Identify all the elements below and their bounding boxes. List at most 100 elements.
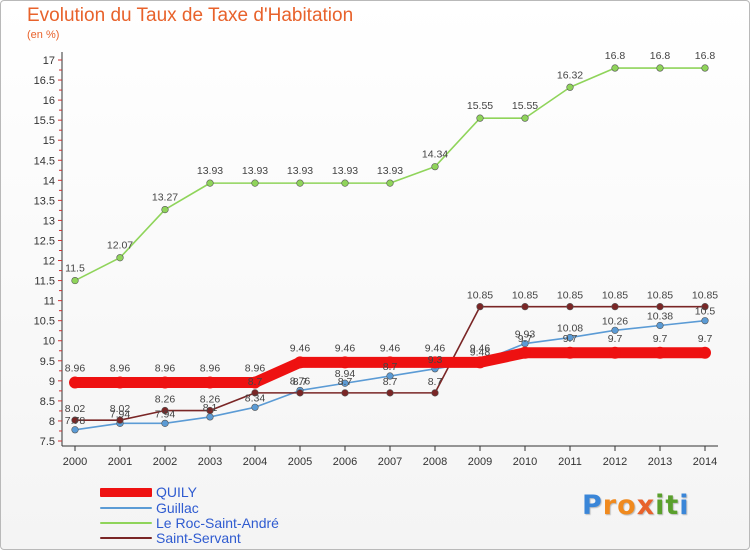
data-label-quily: 9.46 xyxy=(425,342,446,354)
data-label-saint-servant: 8.7 xyxy=(248,376,263,388)
data-point-le-roc-saint-andre xyxy=(521,114,529,122)
data-label-saint-servant: 10.85 xyxy=(512,290,538,302)
data-label-guillac: 10.08 xyxy=(557,323,583,335)
y-tick-label: 15.5 xyxy=(34,115,55,127)
x-tick-label: 2012 xyxy=(603,456,627,468)
data-label-quily: 8.96 xyxy=(110,362,131,374)
chart-subtitle: (en %) xyxy=(27,29,60,41)
data-point-quily xyxy=(114,376,126,389)
y-tick-label: 10.5 xyxy=(34,316,55,328)
data-label-guillac: 8.7 xyxy=(383,361,398,373)
data-label-le-roc-saint-andre: 16.8 xyxy=(605,50,626,62)
data-label-saint-servant: 8.7 xyxy=(338,376,353,388)
data-point-saint-servant xyxy=(206,406,214,415)
chart-title: Evolution du Taux de Taxe d'Habitation xyxy=(27,5,354,26)
data-label-le-roc-saint-andre: 16.8 xyxy=(650,50,671,62)
data-label-guillac: 8.76 xyxy=(290,375,311,387)
x-tick-label: 2010 xyxy=(513,456,537,468)
data-label-guillac: 10.5 xyxy=(695,306,716,318)
y-tick-label: 16 xyxy=(43,95,55,107)
data-point-quily xyxy=(519,346,531,359)
data-label-saint-servant: 8.26 xyxy=(155,394,176,406)
axes: 7.5 8 8.5 9 9.5 10 10.5 11 11.5 12 12.5 13 13.5 14 14.… xyxy=(34,52,718,468)
y-tick-label: 14.5 xyxy=(34,155,55,167)
data-label-le-roc-saint-andre: 16.8 xyxy=(695,50,716,62)
data-point-quily xyxy=(339,356,351,369)
data-label-saint-servant: 10.85 xyxy=(467,290,493,302)
data-point-le-roc-saint-andre xyxy=(71,276,79,285)
y-tick-label: 15 xyxy=(43,135,55,147)
legend-swatch-quily xyxy=(100,487,152,497)
x-tick-label: 2008 xyxy=(423,456,447,468)
data-point-le-roc-saint-andre xyxy=(341,179,349,187)
data-label-le-roc-saint-andre: 13.93 xyxy=(377,165,403,177)
data-label-guillac: 10.38 xyxy=(647,310,673,322)
x-tick-label: 2009 xyxy=(468,456,492,468)
data-label-guillac: 7.94 xyxy=(110,408,131,420)
data-label-le-roc-saint-andre: 16.32 xyxy=(557,69,583,81)
data-label-guillac: 9.93 xyxy=(515,329,536,341)
data-point-saint-servant xyxy=(521,303,529,311)
data-point-quily xyxy=(159,376,171,389)
y-tick-label: 17 xyxy=(43,55,55,67)
data-label-saint-servant: 10.85 xyxy=(557,290,583,302)
data-point-saint-servant xyxy=(161,406,169,415)
y-tick-label: 13.5 xyxy=(34,195,55,207)
y-tick-label: 7.5 xyxy=(40,436,55,448)
data-point-saint-servant xyxy=(251,389,259,397)
data-point-saint-servant xyxy=(701,303,709,311)
y-tick-label: 8.5 xyxy=(40,396,55,408)
data-label-le-roc-saint-andre: 13.93 xyxy=(242,165,268,177)
data-label-saint-servant: 10.85 xyxy=(602,290,628,302)
data-label-le-roc-saint-andre: 13.27 xyxy=(152,192,178,204)
data-point-quily xyxy=(609,346,621,359)
data-label-quily: 9.46 xyxy=(335,342,356,354)
y-tick-label: 8 xyxy=(49,416,55,428)
data-labels: 8.96 8.96 8.96 8.96 8.96 9.46 9.46 9.46 9.46 9.46… xyxy=(65,50,719,427)
x-tick-label: 2007 xyxy=(378,456,402,468)
data-label-guillac: 7.78 xyxy=(65,415,86,427)
data-point-saint-servant xyxy=(566,303,574,311)
series-layer xyxy=(69,64,711,434)
data-label-quily: 9.7 xyxy=(698,333,713,345)
data-point-saint-servant xyxy=(116,416,124,424)
data-label-le-roc-saint-andre: 15.55 xyxy=(512,100,538,112)
data-point-quily xyxy=(204,376,216,389)
x-tick-label: 2002 xyxy=(153,456,177,468)
data-label-guillac: 7.94 xyxy=(155,408,176,420)
x-tick-label: 2006 xyxy=(333,456,357,468)
y-tick-label: 10 xyxy=(43,336,55,348)
legend-swatch-guillac xyxy=(100,507,152,509)
y-tick-label: 13 xyxy=(43,215,55,227)
data-point-quily xyxy=(384,356,396,369)
legend-swatch-le-roc-saint-andre xyxy=(100,522,152,524)
logo-letter: x xyxy=(636,490,656,521)
data-point-guillac xyxy=(251,403,259,411)
data-point-guillac xyxy=(161,419,169,427)
data-point-quily xyxy=(429,356,441,369)
legend-label-saint-servant: Saint-Servant xyxy=(156,530,241,546)
x-tick-label: 2003 xyxy=(198,456,222,468)
y-tick-label: 9.5 xyxy=(40,356,55,368)
data-label-quily: 8.96 xyxy=(65,362,86,374)
logo-letter: r xyxy=(602,490,618,521)
data-label-le-roc-saint-andre: 13.93 xyxy=(197,165,223,177)
data-point-le-roc-saint-andre xyxy=(611,64,619,72)
data-label-saint-servant: 8.02 xyxy=(110,403,131,415)
legend-item-le-roc-saint-andre: Le Roc-Saint-André xyxy=(100,515,279,531)
data-label-saint-servant: 8.7 xyxy=(293,376,308,388)
data-point-saint-servant xyxy=(656,303,664,311)
data-label-le-roc-saint-andre: 13.93 xyxy=(287,165,313,177)
y-tick-label: 11.5 xyxy=(34,276,55,288)
data-point-guillac xyxy=(71,426,79,434)
data-label-saint-servant: 8.02 xyxy=(65,403,86,415)
data-point-quily xyxy=(654,346,666,359)
y-tick-label: 14 xyxy=(43,175,55,187)
data-label-quily: 9.7 xyxy=(563,333,578,345)
data-label-guillac: 8.94 xyxy=(335,368,356,380)
data-label-saint-servant: 8.7 xyxy=(383,376,398,388)
data-label-saint-servant: 10.85 xyxy=(692,290,718,302)
proxiti-logo: Proxiti xyxy=(582,490,690,521)
data-point-guillac xyxy=(656,321,664,330)
x-tick-label: 2011 xyxy=(558,456,582,468)
